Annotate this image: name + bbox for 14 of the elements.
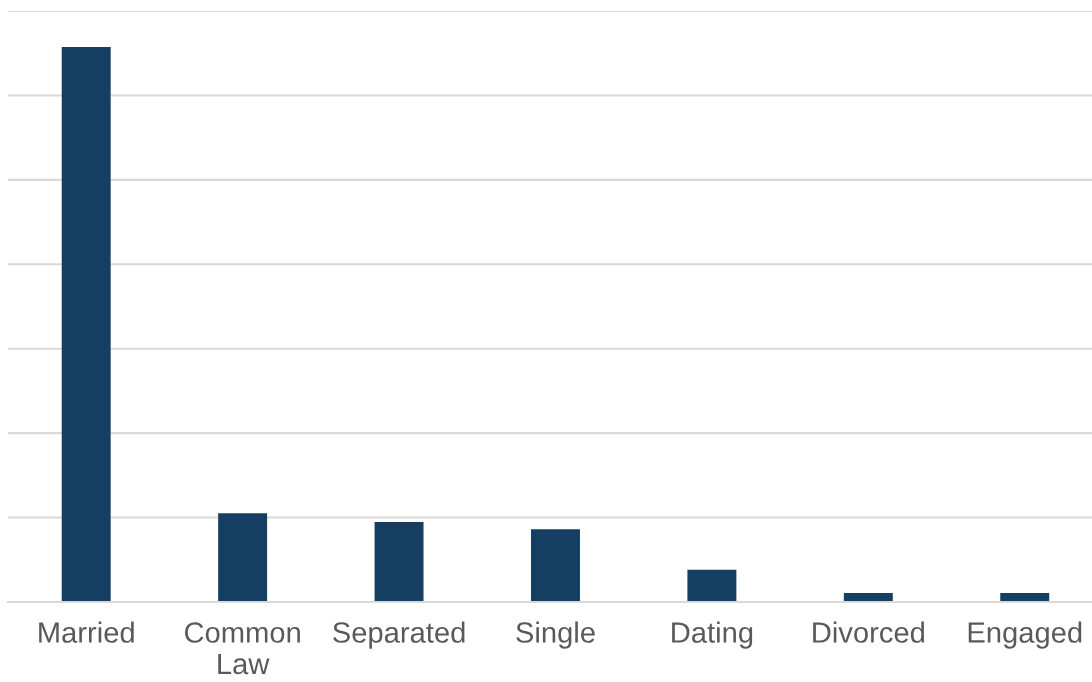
- bar: [843, 593, 893, 602]
- bar: [530, 529, 580, 602]
- x-tick-label: Divorced: [813, 621, 924, 643]
- bar: [61, 47, 111, 602]
- x-tick-label: Common Law: [184, 622, 300, 675]
- bar: [218, 513, 268, 602]
- bar: [374, 522, 424, 602]
- x-tick-label: Single: [516, 621, 595, 649]
- bar: [1000, 593, 1050, 602]
- bar: [687, 569, 737, 602]
- x-tick-label: Engaged: [968, 621, 1082, 649]
- x-tick-label: Married: [39, 621, 134, 643]
- x-tick-label: Separated: [333, 621, 465, 649]
- x-tick-label: Dating: [672, 621, 753, 649]
